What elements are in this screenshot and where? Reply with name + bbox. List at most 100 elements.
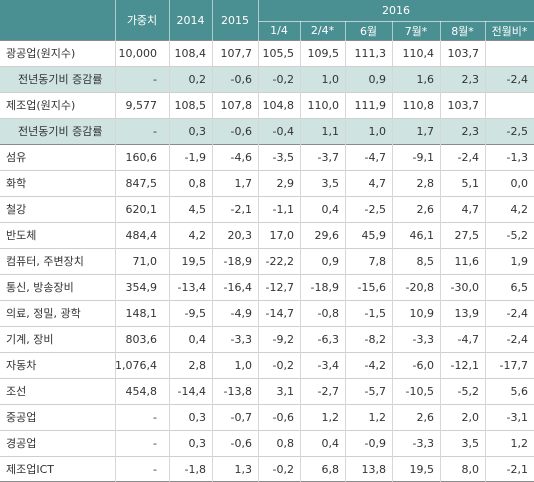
header-q1: 1/4 — [270, 24, 288, 37]
cell-y2014: 0,3 — [188, 124, 207, 138]
cell-jul: 10,9 — [409, 306, 435, 320]
cell-jul: -3,3 — [412, 436, 434, 450]
row-label: 의료, 정밀, 광학 — [6, 307, 81, 320]
cell-jun: -0,9 — [364, 436, 386, 450]
cell-jun: -1,5 — [364, 306, 386, 320]
cell-jul: -10,5 — [405, 384, 434, 398]
cell-mom: 1,2 — [510, 436, 529, 450]
header-jun: 6월 — [359, 24, 378, 38]
cell-q1: -0,2 — [272, 72, 294, 86]
header-column-divider — [345, 21, 346, 40]
cell-jun: -8,2 — [364, 332, 386, 346]
row-label: 전년동기비 증감률 — [18, 73, 103, 86]
row-label: 기계, 장비 — [6, 333, 54, 346]
cell-jul: 46,1 — [409, 228, 435, 242]
cell-q2: 1,1 — [321, 124, 340, 138]
column-divider — [440, 40, 441, 482]
cell-weight: 1,076,4 — [115, 358, 157, 372]
cell-jul: -20,8 — [405, 280, 434, 294]
header-weight: 가중치 — [126, 14, 158, 27]
row-label: 섬유 — [6, 151, 27, 164]
table-row: 화학 847,5 0,8 1,7 2,9 3,5 4,7 2,8 5,1 0,0 — [0, 170, 534, 196]
cell-aug: -2,4 — [457, 150, 479, 164]
table-row: 반도체 484,4 4,2 20,3 17,0 29,6 45,9 46,1 27,5 -5,2 — [0, 222, 534, 248]
cell-q1: 3,1 — [276, 384, 295, 398]
cell-y2015: -0,7 — [230, 410, 252, 424]
cell-weight: 10,000 — [118, 46, 158, 60]
cell-y2015: -2,1 — [230, 202, 252, 216]
table-row: 광공업(원지수) 10,000 108,4 107,7 105,5 109,5 111,3 1… — [0, 40, 534, 66]
column-divider — [300, 40, 301, 482]
table-row: 경공업 - 0,3 -0,6 0,8 0,4 -0,9 -3,3 3,5 1,2 — [0, 430, 534, 456]
cell-jun: 111,9 — [354, 98, 387, 112]
cell-q1: 104,8 — [262, 98, 295, 112]
cell-y2015: -18,9 — [223, 254, 252, 268]
row-label: 제조업(원지수) — [6, 99, 76, 112]
cell-y2015: -0,6 — [230, 436, 252, 450]
row-divider — [0, 118, 534, 119]
cell-jun: 7,8 — [368, 254, 387, 268]
table-row: 의료, 정밀, 광학 148,1 -9,5 -4,9 -14,7 -0,8 -1,5 10,9… — [0, 300, 534, 326]
cell-weight: - — [153, 72, 157, 86]
row-label: 자동차 — [6, 359, 37, 372]
cell-q2: 110,0 — [307, 98, 340, 112]
cell-aug: 2,3 — [461, 72, 480, 86]
cell-y2015: -4,6 — [230, 150, 252, 164]
cell-y2015: 1,7 — [234, 176, 253, 190]
cell-q2: -18,9 — [310, 280, 339, 294]
table-row: 컴퓨터, 주변장치 71,0 19,5 -18,9 -22,2 0,9 7,8 8,5 11,6… — [0, 248, 534, 274]
table-subrow: 전년동기비 증감률 - 0,3 -0,6 -0,4 1,1 1,0 1,7 2,3 -2,5 — [0, 118, 534, 144]
cell-y2015: 107,8 — [220, 98, 253, 112]
cell-y2015: -4,9 — [230, 306, 252, 320]
cell-q1: 17,0 — [269, 228, 295, 242]
cell-weight: 454,8 — [125, 384, 158, 398]
cell-q2: -3,7 — [317, 150, 339, 164]
cell-q2: -0,8 — [317, 306, 339, 320]
cell-weight: 484,4 — [125, 228, 158, 242]
cell-weight: - — [153, 436, 157, 450]
cell-aug: 11,6 — [454, 254, 480, 268]
cell-jul: 2,6 — [416, 410, 435, 424]
cell-aug: 3,5 — [461, 436, 480, 450]
cell-mom — [485, 40, 534, 66]
cell-q2: -3,4 — [317, 358, 339, 372]
cell-aug: 2,0 — [461, 410, 480, 424]
cell-q2: 0,9 — [321, 254, 340, 268]
cell-jul: 1,6 — [416, 72, 435, 86]
cell-jul: 2,8 — [416, 176, 435, 190]
cell-jun: -5,7 — [364, 384, 386, 398]
cell-jul: 1,7 — [416, 124, 435, 138]
cell-q1: -9,2 — [272, 332, 294, 346]
table-subrow: 전년동기비 증감률 -0,2 -0,6 -0,2 1,0 0,9 1,6 2,3 -2,4 — [0, 66, 534, 92]
cell-aug: 13,9 — [454, 306, 480, 320]
cell-jul: 8,5 — [416, 254, 435, 268]
row-divider — [0, 248, 534, 249]
row-divider — [0, 144, 534, 145]
cell-q2: 0,4 — [321, 202, 340, 216]
cell-q2: 109,5 — [307, 46, 340, 60]
cell-q1: -0,6 — [272, 410, 294, 424]
cell-jul: 110,4 — [402, 46, 435, 60]
table-row: 기계, 장비 803,6 0,4 -3,3 -9,2 -6,3 -8,2 -3,3 -4,7 -2… — [0, 326, 534, 352]
cell-jun: -2,5 — [364, 202, 386, 216]
row-divider — [0, 456, 534, 457]
cell-y2015: 1,0 — [234, 358, 253, 372]
cell-mom: 4,2 — [510, 202, 529, 216]
cell-mom: -2,5 — [506, 124, 528, 138]
cell-aug: 8,0 — [461, 462, 480, 476]
header-2015: 2015 — [221, 13, 249, 27]
cell-jul: 110,8 — [402, 98, 435, 112]
cell-mom — [485, 92, 534, 118]
cell-q2: 29,6 — [314, 228, 340, 242]
cell-aug: 2,3 — [461, 124, 480, 138]
cell-jun: 111,3 — [354, 46, 387, 60]
cell-q2: -2,7 — [317, 384, 339, 398]
cell-y2014: 108,4 — [174, 46, 207, 60]
column-divider — [485, 40, 486, 482]
table-row: 자동차 1,076,4 2,8 1,0 -0,2 -3,4 -4,2 -6,0 -12,1 -17… — [0, 352, 534, 378]
cell-y2014: -1,9 — [184, 150, 206, 164]
cell-mom: -2,4 — [506, 72, 528, 86]
table-row: 제조업ICT - -1,8 1,3 -0,2 6,8 13,8 19,5 8,0 -2,1 — [0, 456, 534, 482]
cell-y2014: 108,5 — [174, 98, 207, 112]
